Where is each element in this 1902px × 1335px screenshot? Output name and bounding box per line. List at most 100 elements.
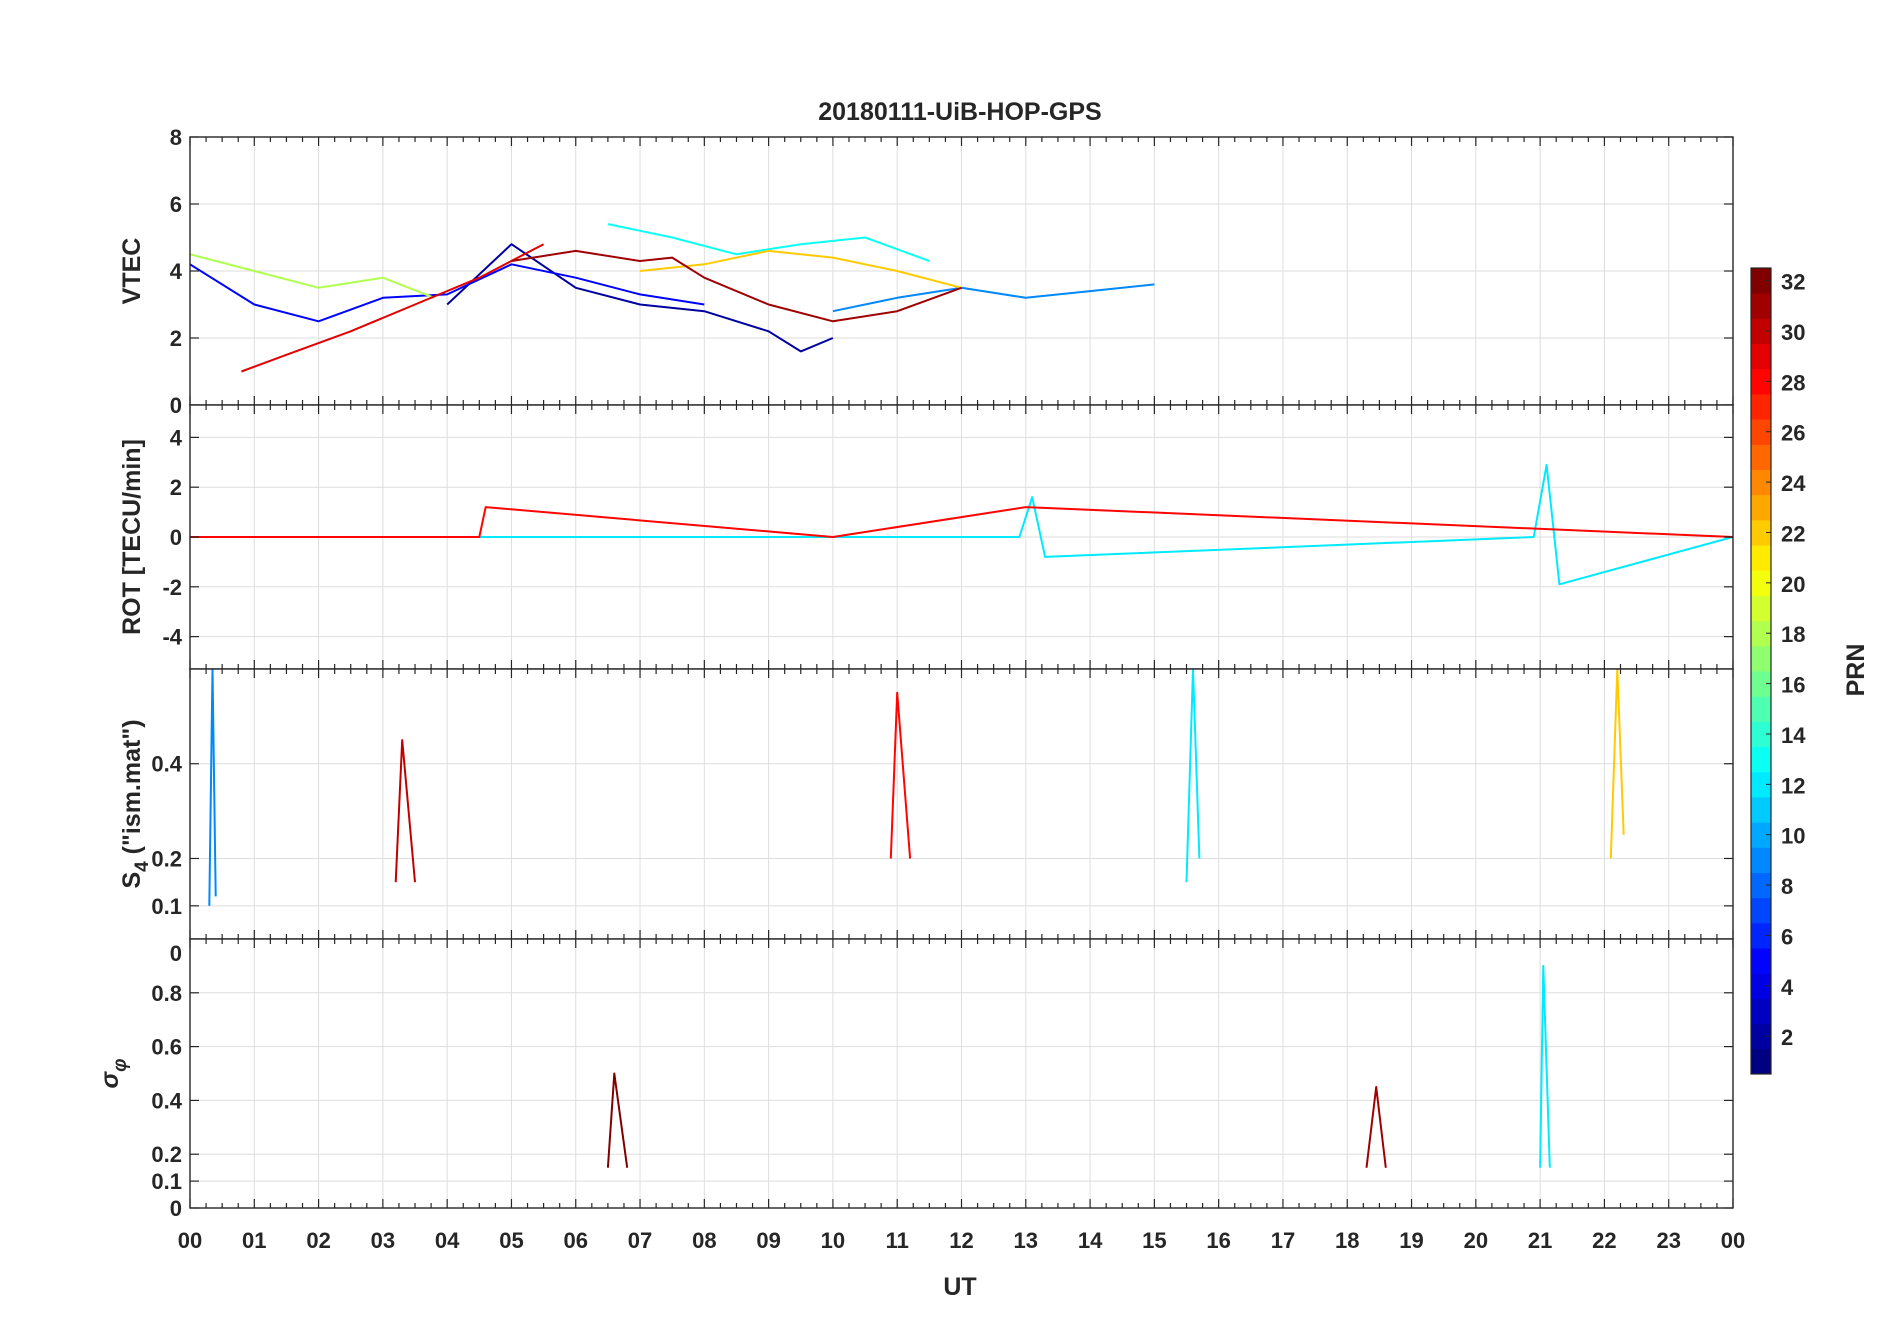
colorbar-swatch [1751,671,1771,697]
x-tick-label: 15 [1142,1228,1166,1253]
rot-y-tick-label: -2 [162,575,182,600]
vtec-y-tick-label: 2 [170,326,182,351]
x-tick-label: 09 [756,1228,780,1253]
colorbar-swatch [1751,897,1771,924]
colorbar-swatch [1751,998,1771,1025]
vtec-series-prn-29 [241,243,545,373]
colorbar-frame [1750,267,1772,1075]
colorbar-swatch [1751,746,1771,773]
colorbar-tick-label: 22 [1781,521,1805,546]
rot-y-axis-label: ROT [TECU/min] [118,439,146,635]
colorbar-swatch [1751,721,1771,748]
rot-y-tick-label: 0 [170,525,182,550]
colorbar-tick-label: 6 [1781,924,1793,949]
s4-y-tick-label: 0 [170,941,182,966]
x-axis-label: UT [943,1273,976,1301]
colorbar-tick-label: 10 [1781,824,1805,849]
colorbar-tick-label: 2 [1781,1025,1793,1050]
colorbar-swatch [1751,545,1771,571]
s4-series-group [208,669,1625,906]
colorbar-tick-label: 30 [1781,320,1805,345]
vtec-y-tick-label: 8 [170,125,182,150]
x-tick-label: 22 [1592,1228,1616,1253]
colorbar-tick-label: 28 [1781,370,1805,395]
s4-series-prn-28 [889,691,912,859]
s4-y-tick-label: 0.4 [151,752,182,777]
colorbar-swatch [1751,595,1771,622]
x-tick-label: 06 [564,1228,588,1253]
vtec-series-prn-2 [446,243,834,353]
x-tick-label: 11 [886,1228,909,1253]
colorbar-tick-label: 24 [1781,471,1806,496]
colorbar-swatch [1751,796,1771,823]
colorbar-tick-label: 26 [1781,421,1805,446]
colorbar-label: PRN [1842,644,1870,697]
sigma_phi-series-prn-31 [1365,1086,1387,1168]
s4-y-axis-label: S4 ("ism.mat") [118,719,153,888]
panel-sigma_phi: 00.10.20.40.60.8σφ [96,938,1734,1221]
x-tick-label: 21 [1528,1228,1552,1253]
vtec-series-prn-22 [639,249,962,289]
chart-title: 20180111-UiB-HOP-GPS [818,98,1101,126]
colorbar-swatch [1751,696,1771,722]
x-tick-label: 05 [499,1228,523,1253]
rot-series-group [190,463,1733,586]
colorbar-tick-label: 20 [1781,572,1805,597]
s4-series-prn-9 [208,669,217,906]
x-tick-label: 03 [371,1228,395,1253]
colorbar-tick-label: 16 [1781,673,1805,698]
s4-series-prn-12 [1185,669,1201,883]
rot-y-tick-label: 2 [170,475,182,500]
colorbar-tick-label: 12 [1781,773,1805,798]
sigma_phi-y-tick-label: 0.4 [151,1088,182,1113]
x-tick-label: 00 [178,1228,202,1253]
colorbar-swatch [1751,343,1771,370]
x-tick-label: 18 [1335,1228,1359,1253]
vtec-series-group [190,223,1155,373]
sigma_phi-series-group [606,964,1551,1168]
colorbar-swatch [1751,318,1771,345]
x-tick-label: 02 [306,1228,330,1253]
colorbar-tick-label: 14 [1781,723,1806,748]
colorbar-tick-label: 18 [1781,622,1805,647]
x-tick-label: 01 [242,1228,266,1253]
x-tick-label: 20 [1464,1228,1488,1253]
x-tick-label: 19 [1399,1228,1423,1253]
sigma_phi-y-tick-label: 0.6 [151,1035,182,1060]
rot-series-prn-28 [190,506,1733,538]
x-tick-label: 08 [692,1228,716,1253]
sigma_phi-y-axis-label: σφ [96,1059,131,1089]
vtec-series-prn-13 [607,223,930,262]
x-tick-label: 23 [1656,1228,1680,1253]
colorbar-tick-label: 8 [1781,874,1793,899]
panel-rot: -4 -2 0 2 4 ROT [TECU/min] [118,404,1734,670]
x-tick-label: 10 [821,1228,845,1253]
sigma_phi-y-tick-label: 0.2 [151,1142,182,1167]
colorbar-swatch [1751,922,1771,949]
sigma_phi-series-prn-32 [606,1072,629,1168]
colorbar-swatch [1751,620,1771,647]
x-tick-label: 17 [1271,1228,1295,1253]
colorbar-swatch [1751,645,1771,672]
s4-y-tick-label: 0.1 [151,894,182,919]
colorbar-swatch [1751,948,1771,974]
colorbar-swatch [1751,1023,1771,1050]
rot-y-tick-label: 4 [170,425,183,450]
colorbar-swatch [1751,570,1771,596]
colorbar-swatch [1751,1048,1771,1075]
colorbar-swatch [1751,847,1771,873]
s4-series-prn-22 [1609,669,1625,859]
s4-y-tick-label: 0.2 [151,846,182,871]
x-tick-label: 13 [1014,1228,1038,1253]
x-tick-label: 16 [1206,1228,1230,1253]
vtec-series-prn-31 [511,249,962,323]
colorbar-swatch [1751,469,1771,496]
colorbar-swatch [1751,973,1771,999]
colorbar-swatch [1751,771,1771,798]
colorbar-swatch [1751,268,1771,294]
colorbar-tick-label: 4 [1781,975,1794,1000]
